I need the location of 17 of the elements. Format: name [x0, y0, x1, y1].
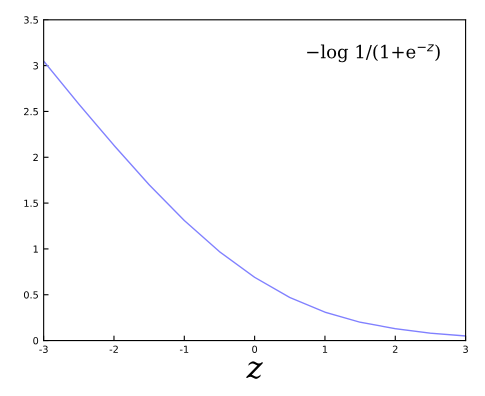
x-tick-label: 0: [252, 346, 258, 353]
x-tick-label: 2: [392, 346, 398, 353]
y-tick-label: 0.5: [24, 291, 38, 299]
y-tick-label: 0: [33, 337, 38, 344]
y-tick-label: 1.5: [24, 200, 38, 207]
x-tick-label: 1: [322, 346, 328, 353]
x-tick-label: -3: [39, 346, 48, 353]
x-tick-label: -2: [110, 346, 118, 353]
y-tick-label: 3: [33, 62, 38, 70]
y-tick-label: 1: [34, 246, 38, 253]
y-tick-label: 2.5: [24, 108, 38, 116]
y-tick-label: 3.5: [24, 16, 38, 24]
x-tick-label: 3: [463, 346, 468, 353]
x-tick-label: -1: [180, 346, 188, 353]
annotation: −log 1/(1+e$^{−z}$): [307, 44, 440, 62]
x-axis-title: z: [246, 361, 263, 379]
y-tick-label: 2: [33, 154, 38, 161]
